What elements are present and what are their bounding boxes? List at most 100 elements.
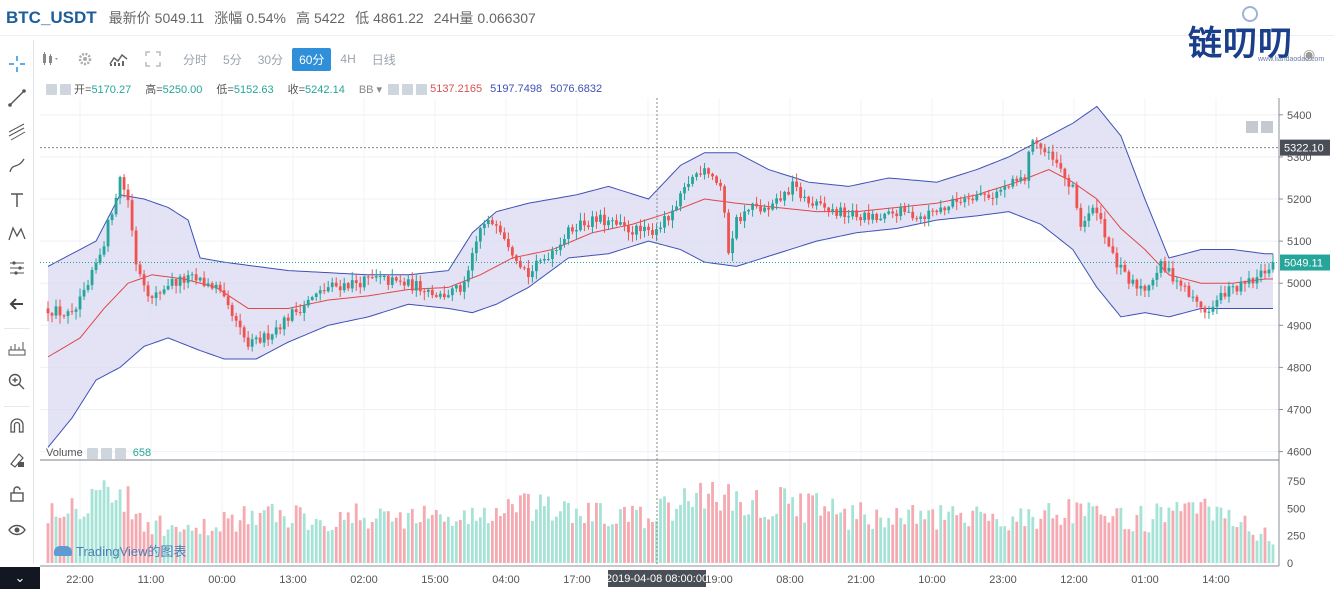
volume-bar — [510, 504, 514, 563]
candle-body — [767, 207, 770, 210]
pitchfork-icon[interactable] — [4, 122, 30, 148]
candle-body — [190, 274, 194, 276]
volume-bar — [1171, 510, 1175, 563]
arrow-left-icon[interactable] — [4, 294, 30, 320]
volume-bar — [855, 519, 859, 563]
candle-body — [1231, 286, 1235, 288]
volume-bar — [835, 514, 839, 563]
volume-bar — [1143, 531, 1147, 563]
eye-icon[interactable] — [4, 520, 30, 546]
candle-body — [623, 222, 626, 226]
candle-body — [927, 210, 931, 220]
candle-body — [66, 311, 70, 316]
volume-bar — [334, 526, 338, 563]
volume-bar — [927, 510, 931, 563]
legend-settings-icon[interactable] — [60, 83, 71, 95]
zoom-in-icon[interactable] — [4, 372, 30, 398]
volume-bar — [911, 505, 915, 563]
candle-body — [963, 198, 967, 203]
gear-icon[interactable] — [76, 50, 94, 68]
interval-30m[interactable]: 30分 — [257, 52, 284, 67]
volume-bar — [811, 495, 815, 563]
candle-body — [202, 277, 206, 287]
candle-body — [194, 274, 198, 281]
candle-body — [118, 177, 122, 198]
interval-60m[interactable]: 60分 — [292, 47, 332, 71]
interval-1d[interactable]: 日线 — [371, 52, 396, 67]
candle-body — [779, 198, 782, 201]
candle-body — [543, 259, 546, 261]
volume-bar — [571, 523, 574, 563]
volume-bar — [302, 513, 306, 563]
tradingview-watermark[interactable]: TradingView的图表 — [54, 541, 187, 560]
volume-close-icon[interactable] — [114, 447, 126, 459]
volume-bar — [851, 505, 855, 563]
bb-settings-icon[interactable] — [402, 83, 414, 95]
volume-bar — [514, 512, 518, 563]
candle-body — [174, 279, 178, 286]
volume-bar — [210, 530, 214, 563]
candle-body — [374, 276, 378, 278]
lock-drawing-icon[interactable] — [4, 450, 30, 476]
volume-bar — [1007, 530, 1011, 563]
time-tick-label: 15:00 — [421, 574, 449, 586]
volume-bar — [819, 515, 823, 563]
volume-bar — [390, 521, 394, 563]
candle-body — [178, 276, 182, 286]
time-tick-label: 17:00 — [563, 574, 591, 586]
bb-label[interactable]: BB — [358, 83, 374, 96]
pattern-icon[interactable] — [4, 224, 30, 250]
candle-body — [711, 173, 714, 177]
scale-down-icon — [1246, 121, 1258, 133]
volume-bar — [1039, 518, 1043, 563]
candle-body — [951, 198, 955, 207]
crosshair-time-tag — [608, 570, 706, 587]
volume-bar — [1263, 527, 1267, 563]
text-tool-icon[interactable] — [4, 190, 30, 216]
candle-body — [162, 289, 166, 294]
crosshair-icon[interactable] — [4, 54, 30, 80]
candle-body — [114, 197, 118, 215]
candle-body — [422, 291, 426, 293]
volume-bar — [318, 520, 322, 563]
interval-1m[interactable]: 分时 — [183, 52, 208, 67]
time-tick-label: 14:00 — [1202, 574, 1230, 586]
candle-body — [571, 227, 574, 232]
brush-icon[interactable] — [4, 156, 30, 182]
legend-eye-icon[interactable] — [46, 83, 57, 95]
volume-bar — [450, 525, 454, 563]
camera-icon[interactable]: ◉ — [1303, 46, 1316, 62]
candle-body — [514, 255, 518, 261]
candle-body — [899, 206, 903, 217]
magnet-icon[interactable] — [4, 416, 30, 442]
volume-bar — [1247, 531, 1251, 563]
volume-label[interactable]: Volume — [46, 447, 83, 459]
bb-eye-icon[interactable] — [388, 83, 400, 95]
fullscreen-icon[interactable] — [144, 50, 162, 68]
interval-4h[interactable]: 4H — [340, 52, 356, 66]
trend-line-icon[interactable] — [4, 88, 30, 114]
indicators-icon[interactable] — [108, 51, 130, 67]
candle-body — [338, 286, 342, 291]
volume-bar — [1243, 515, 1247, 563]
volume-bar — [987, 520, 991, 563]
volume-eye-icon[interactable] — [86, 447, 98, 459]
chevron-down-icon[interactable]: ⌄ — [0, 567, 40, 589]
candle-icon[interactable] — [40, 51, 62, 67]
candle-body — [1211, 306, 1215, 312]
candle-body — [250, 339, 254, 347]
lock-icon[interactable] — [4, 484, 30, 510]
volume-bar — [446, 516, 450, 563]
volume-bar — [759, 517, 762, 563]
interval-5m[interactable]: 5分 — [223, 52, 242, 67]
candle-body — [971, 198, 975, 201]
candle-body — [1027, 151, 1031, 181]
volume-bar — [182, 529, 186, 563]
bb-close-icon[interactable] — [416, 83, 428, 95]
volume-bar — [935, 529, 939, 563]
candle-body — [142, 274, 146, 286]
ruler-icon[interactable] — [4, 338, 30, 364]
volume-settings-icon[interactable] — [100, 447, 112, 459]
measure-icon[interactable] — [4, 258, 30, 284]
